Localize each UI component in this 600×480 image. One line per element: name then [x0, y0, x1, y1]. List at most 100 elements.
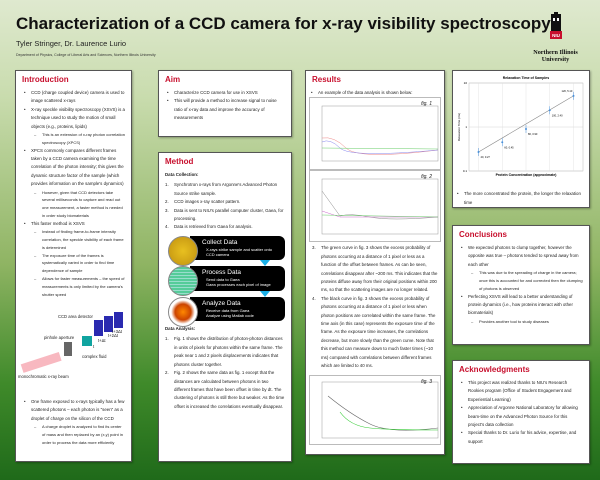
data-analysis-list: Fig. 1 shows the distribution of photon-…	[165, 335, 285, 411]
niu-logo: NIU Northern Illinois University	[528, 12, 583, 63]
aim-panel: Aim Characterize CCD camera for use in X…	[158, 70, 292, 137]
figure-1: fig. 1	[309, 97, 441, 171]
aim-list: Characterize CCD camera for use in XSVST…	[165, 89, 285, 123]
flow-arrow-icon	[260, 260, 270, 267]
data-point	[572, 94, 575, 97]
data-point	[477, 151, 480, 154]
relaxation-panel: 0.1 1 10 Relaxation Time of Samples Protein …	[452, 70, 590, 208]
list-item: However, given that CCD detectors take s…	[22, 189, 125, 220]
list-item: Allows for faster measurements – the spe…	[22, 275, 125, 298]
time-label: t+Δt	[98, 338, 106, 343]
fig1-plot	[321, 106, 439, 162]
fig3-label: fig. 3	[421, 378, 432, 385]
acknowledgments-list: This project was realized thanks to NIU'…	[459, 379, 583, 446]
black-curve	[327, 395, 439, 431]
data-point	[525, 128, 527, 131]
list-item: This will provide a method to increase s…	[165, 97, 285, 122]
list-item: XPCS commonly compares different frames …	[22, 147, 125, 189]
list-item: Appreciation of Argonne National Laborat…	[459, 404, 583, 429]
poster-title: Characterization of a CCD camera for x-r…	[16, 14, 551, 33]
acknowledgments-panel: Acknowledgments This project was realize…	[452, 360, 590, 464]
list-item: A charge droplet is analyzed to find its…	[22, 423, 125, 446]
fig2-plot	[321, 179, 439, 235]
flow-step: Process Data Send data to Gaea Gaea proces…	[168, 266, 285, 297]
list-item: Fig. 2 shows the same data as fig. 1 exc…	[165, 369, 285, 411]
list-item: Fig. 1 shows the distribution of photon-…	[165, 335, 285, 369]
list-item: Special thanks to Dr. Lurio for his advi…	[459, 429, 583, 446]
step-item: Gaea processes each pixel of image	[206, 282, 271, 288]
department: Department of Physics, College of Libera…	[16, 53, 156, 57]
trendline	[478, 95, 574, 153]
introduction-panel: Introduction CCD (charge coupled device)…	[15, 70, 132, 462]
introduction-heading: Introduction	[22, 75, 69, 84]
aim-heading: Aim	[165, 75, 181, 84]
niu-tower-icon: NIU	[549, 12, 562, 39]
figure-2: fig. 2	[309, 170, 441, 243]
list-item: This is an extension of x-ray photon cor…	[22, 131, 125, 147]
fig1-label: fig. 1	[421, 101, 432, 108]
y-tick-label: 10	[464, 81, 468, 85]
list-item: The exposure time of the frames is syste…	[22, 252, 125, 275]
y-axis-label: Relaxation Time (ms)	[457, 113, 461, 141]
time-label: t+2Δt	[108, 333, 119, 338]
fluid-label: complex fluid	[82, 354, 107, 359]
list-item: CCD images x-ray scatter pattern.	[165, 198, 285, 207]
xsvs-setup-diagram: CCD area detector pinhole aperture compl…	[18, 312, 123, 379]
step-title: Collect Data	[202, 238, 238, 246]
step-image	[168, 235, 198, 266]
x-axis-label: Protein Concentration (approximate)	[496, 173, 557, 177]
flow-step: Collect Data X-rays strike sample and sca…	[168, 235, 285, 266]
step-item: Send data to Gaea	[206, 277, 240, 283]
y-tick-label: 1	[465, 125, 467, 129]
data-label: 60, 0.45	[504, 145, 514, 149]
green-curve	[339, 411, 439, 430]
step-title: Process Data	[202, 269, 242, 277]
list-item: Data is retrieved from Gaea for analysis…	[165, 223, 285, 232]
flow-step: Analyze Data Receive data from Gaea Analyz…	[168, 296, 285, 327]
data-collection-list: Synchrotron x-rays from Argonne's Advanc…	[165, 181, 285, 232]
results-list: The green curve in fig. 3 shows the exce…	[309, 242, 441, 372]
list-item: The black curve in fig. 3 shows the exce…	[312, 295, 438, 371]
list-item: This was due to the spreading of charge …	[459, 269, 583, 292]
y-tick-label: 0.1	[463, 169, 468, 173]
detector-frame	[114, 312, 123, 329]
authors: Tyler Stringer, Dr. Laurence Lurio	[16, 39, 127, 48]
data-label: 100, 2.40	[552, 113, 563, 117]
time-label: t+3Δt	[112, 329, 123, 334]
data-label: 80, 0.90	[528, 132, 538, 136]
results-intro-list: An example of the data analysis is shown…	[309, 89, 441, 98]
workflow-diagram: Collect Data X-rays strike sample and sca…	[165, 235, 285, 327]
detector-frame	[94, 320, 103, 337]
introduction-list: CCD (charge coupled device) camera is us…	[22, 89, 125, 298]
acknowledgments-heading: Acknowledgments	[459, 365, 530, 374]
list-item: This project was realized thanks to NIU'…	[459, 379, 583, 404]
list-item: One frame exposed to x-rays typically ha…	[22, 398, 125, 423]
figure-3: fig. 3	[309, 374, 441, 445]
pinhole-aperture	[64, 342, 72, 357]
data-label: 120, 5.10	[562, 89, 573, 93]
step-item: X-rays strike sample and scatter onto CC…	[206, 246, 273, 258]
relaxation-chart: 0.1 1 10 Relaxation Time of Samples Protein …	[457, 76, 584, 177]
step-item: Receive data from Gaea	[206, 307, 250, 313]
list-item: Synchrotron x-rays from Argonne's Advanc…	[165, 181, 285, 198]
data-point	[501, 141, 504, 144]
list-item: This faster method is XSVS	[22, 220, 125, 229]
list-item: Instead of finding frame-to-frame intens…	[22, 228, 125, 251]
fig2-label: fig. 2	[421, 174, 432, 181]
introduction-list-2: One frame exposed to x-rays typically ha…	[22, 398, 125, 447]
logo-badge: NIU	[552, 33, 560, 38]
list-item: The green curve in fig. 3 shows the exce…	[312, 244, 438, 294]
conclusions-heading: Conclusions	[459, 230, 508, 239]
conclusions-list: We expected photons to clump together, h…	[459, 244, 583, 326]
results-heading: Results	[312, 75, 341, 84]
list-item: X-ray speckle visibility spectroscopy (X…	[22, 106, 125, 131]
method-panel: Method Data Collection: Synchrotron x-ra…	[158, 152, 292, 462]
list-item: Data is sent to NIU's parallel computer …	[165, 207, 285, 224]
detector-frame	[104, 316, 113, 333]
list-item: Perfecting XSVS will lead to a better un…	[459, 293, 583, 318]
detector-label: CCD area detector	[58, 314, 94, 319]
results-intro: An example of the data analysis is shown…	[309, 89, 441, 98]
data-point	[548, 109, 551, 112]
list-item: We expected photons to clump together, h…	[459, 244, 583, 269]
fig3-plot	[321, 381, 439, 438]
